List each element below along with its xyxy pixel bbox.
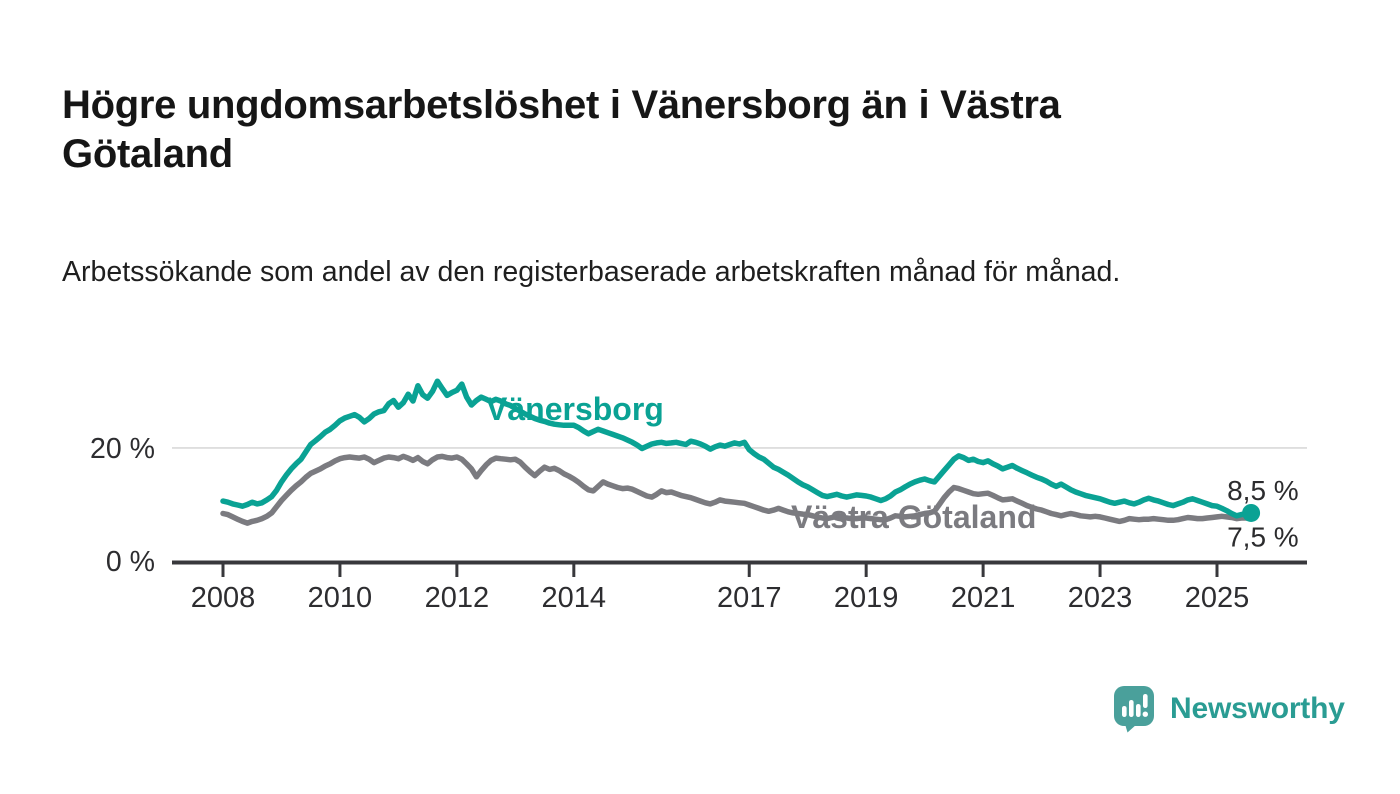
- newsworthy-logo: Newsworthy: [1112, 684, 1345, 733]
- x-tick-label: 2017: [717, 582, 782, 614]
- bar-chart-speech-bubble-icon: [1114, 686, 1154, 733]
- x-tick-label: 2014: [542, 582, 607, 614]
- y-tick-label: 20 %: [90, 433, 155, 465]
- v-nersborg-end-dot: [1242, 503, 1261, 522]
- x-tick-label: 2012: [425, 582, 490, 614]
- chart-subtitle: Arbetssökande som andel av den registerb…: [62, 255, 1121, 288]
- x-tick-label: 2019: [834, 582, 899, 614]
- y-tick-label: 0 %: [106, 546, 155, 578]
- v-nersborg-end-value-label: 8,5 %: [1227, 475, 1299, 506]
- x-tick-label: 2023: [1068, 582, 1133, 614]
- unemployment-line-chart: 0 % 20 % 2008 2010 2012 2014 2017 2019 2021 2023 2…: [90, 378, 1307, 614]
- v-nersborg-label: Vänersborg: [486, 391, 664, 427]
- newsworthy-wordmark: Newsworthy: [1170, 691, 1345, 725]
- x-tick-label: 2025: [1185, 582, 1250, 614]
- x-tick-label: 2010: [308, 582, 373, 614]
- v-stra-g-taland-end-value-label: 7,5 %: [1227, 522, 1299, 553]
- v-stra-g-taland-line: [220, 453, 1254, 526]
- x-tick-label: 2008: [191, 582, 256, 614]
- page-title: Högre ungdomsarbetslöshet i Vänersborg ä…: [62, 82, 1061, 176]
- x-tick-label: 2021: [951, 582, 1016, 614]
- v-nersborg-line: [220, 378, 1254, 519]
- v-stra-g-taland-label: Västra Götaland: [791, 499, 1036, 535]
